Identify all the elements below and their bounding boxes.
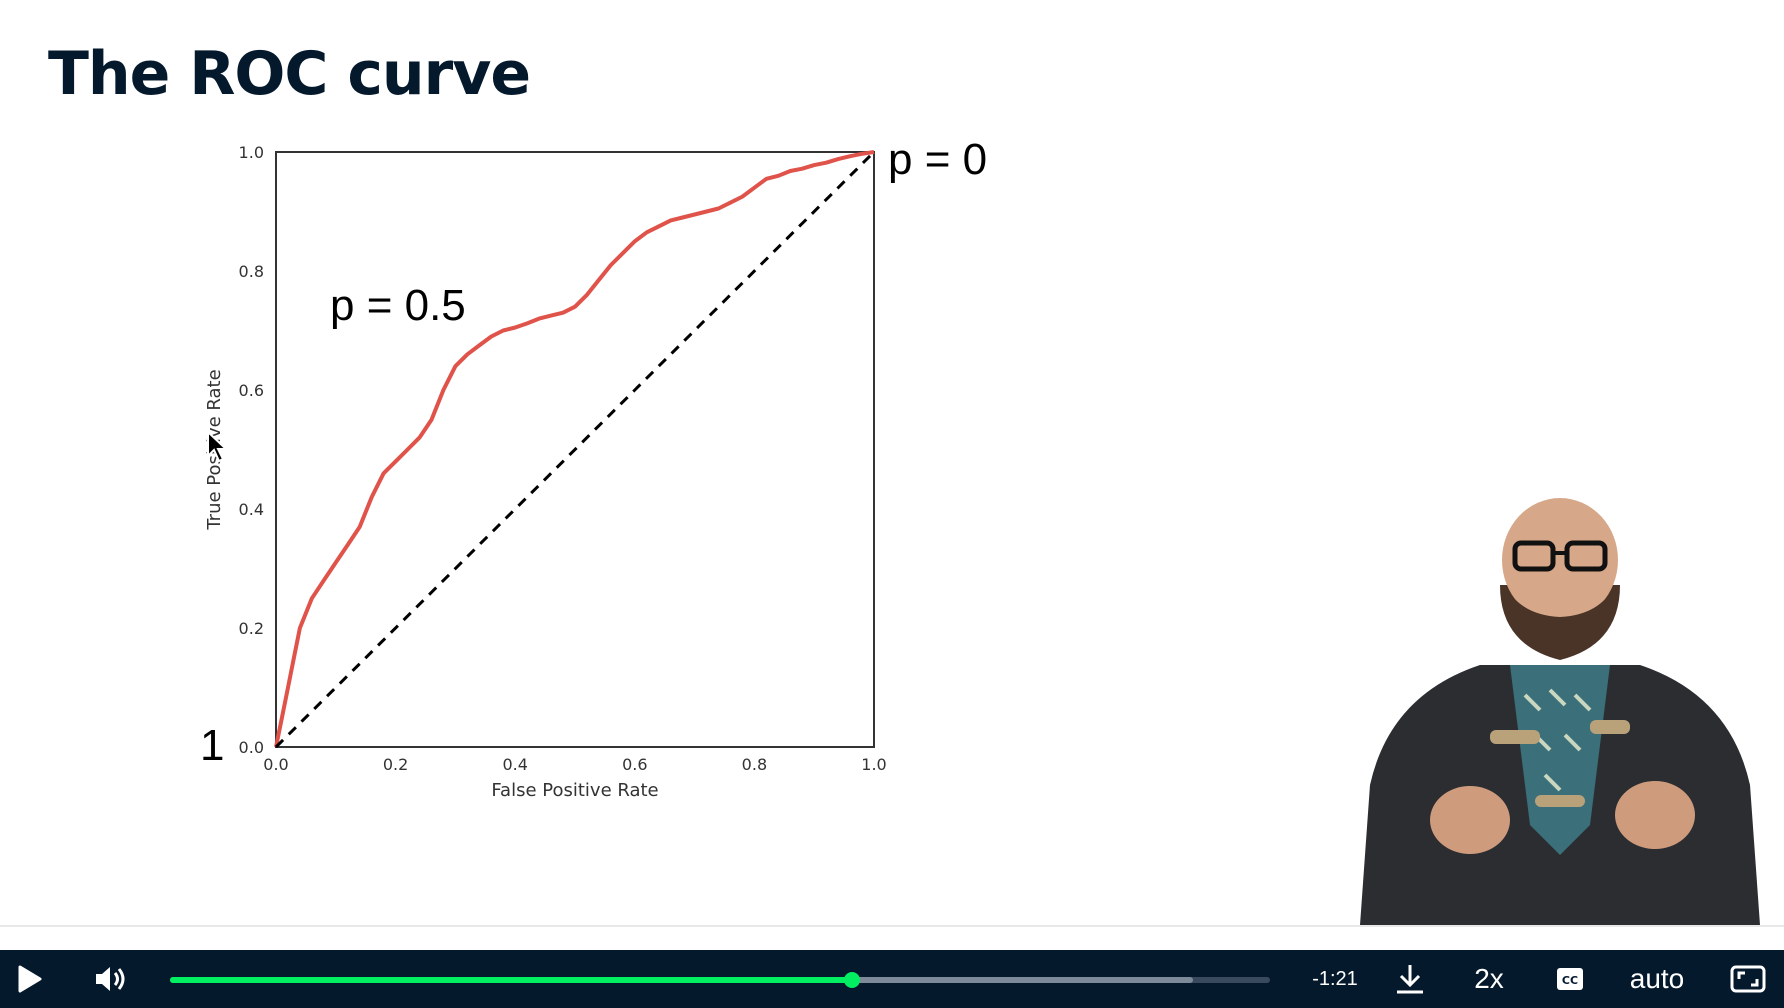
series-layer: [274, 150, 876, 749]
progress-bar[interactable]: [170, 972, 1270, 988]
download-button[interactable]: [1390, 950, 1430, 1008]
y-tick-label: 0.6: [239, 381, 264, 400]
captions-button[interactable]: CC: [1552, 950, 1588, 1008]
presenter-head: [1502, 498, 1618, 622]
download-icon: [1397, 965, 1423, 994]
progress-played: [170, 977, 852, 983]
x-tick-label: 1.0: [861, 755, 886, 774]
slide-canvas: The ROC curve 0.0 0.2 0.4 0.6 0.8 1.0 0.0 0.2 0.…: [48, 39, 1760, 925]
play-icon: [18, 965, 42, 993]
presenter-hand-right: [1615, 781, 1695, 849]
annotation-p1: 1: [200, 721, 224, 770]
playback-speed-button[interactable]: 2x: [1474, 963, 1504, 994]
ticks-layer: 0.0 0.2 0.4 0.6 0.8 1.0 0.0 0.2 0.4 0.6 0.8 1.0: [239, 143, 887, 774]
annotation-p05: p = 0.5: [330, 281, 466, 330]
roc-chart: 0.0 0.2 0.4 0.6 0.8 1.0 0.0 0.2 0.4 0.6 0.8 1.0 Fal…: [200, 135, 987, 801]
presenter-hand-left: [1430, 786, 1510, 854]
x-tick-label: 0.4: [502, 755, 527, 774]
video-control-bar: -1:21 2x CC auto: [0, 950, 1784, 1008]
svg-text:CC: CC: [1562, 974, 1578, 987]
fullscreen-icon: [1730, 965, 1766, 993]
slide-title: The ROC curve: [48, 39, 531, 109]
x-tick-label: 0.8: [742, 755, 767, 774]
quality-button[interactable]: auto: [1629, 963, 1685, 994]
x-tick-label: 0.0: [263, 755, 288, 774]
series-roc-line: [274, 150, 875, 748]
y-tick-label: 0.8: [239, 262, 264, 281]
volume-icon: [96, 967, 125, 991]
captions-icon: CC: [1557, 968, 1583, 990]
x-tick-label: 0.6: [622, 755, 647, 774]
x-axis-label: False Positive Rate: [491, 780, 658, 801]
slide-divider: [0, 925, 1784, 927]
y-tick-label: 0.0: [239, 738, 264, 757]
series-diagonal-line: [274, 150, 876, 749]
presenter-shirt: [1510, 665, 1610, 855]
annotation-p0: p = 0: [888, 135, 987, 184]
time-remaining: -1:21: [1312, 967, 1358, 990]
volume-button[interactable]: [90, 950, 132, 1008]
y-tick-label: 1.0: [239, 143, 264, 162]
y-tick-label: 0.2: [239, 619, 264, 638]
plot-frame: [275, 151, 875, 748]
x-tick-label: 0.2: [383, 755, 408, 774]
mouse-cursor-icon: [207, 430, 229, 463]
presenter-video: [1360, 498, 1760, 925]
fullscreen-button[interactable]: [1728, 950, 1768, 1008]
play-button[interactable]: [10, 950, 50, 1008]
y-tick-label: 0.4: [239, 500, 264, 519]
progress-knob[interactable]: [844, 972, 860, 988]
